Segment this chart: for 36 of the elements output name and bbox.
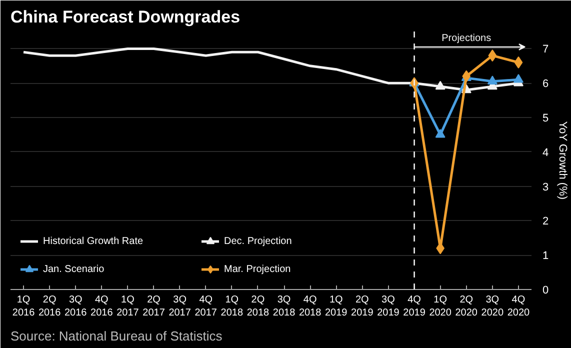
- x-tick-label: 3Q 2017: [168, 294, 192, 319]
- chart-title: China Forecast Downgrades: [10, 8, 240, 26]
- x-tick-label: 1Q 2019: [325, 294, 348, 319]
- y-tick-label: 7: [542, 44, 549, 56]
- y-tick-label: 5: [542, 112, 549, 124]
- x-tick-label: 2Q 2020: [455, 294, 478, 319]
- y-tick-label: 0: [542, 284, 549, 296]
- legend-label: Dec. Projection: [224, 236, 293, 246]
- x-tick-label: 1Q 2016: [12, 294, 36, 319]
- x-tick-label: 2Q 2016: [38, 294, 62, 319]
- legend-label: Jan. Scenario: [43, 264, 106, 274]
- source-note: Source: National Bureau of Statistics: [10, 328, 223, 344]
- x-tick-label: 4Q 2017: [194, 294, 218, 319]
- annotation: Projections: [442, 33, 492, 44]
- legend-label: Mar. Projection: [224, 264, 292, 274]
- y-axis-title: YoY Growth (%): [556, 121, 569, 200]
- y-tick-label: 4: [542, 146, 549, 159]
- x-tick-label: 2Q 2019: [351, 294, 374, 319]
- y-tick-label: 2: [542, 216, 549, 228]
- y-tick-label: 3: [542, 181, 549, 194]
- x-tick-label: 2Q 2017: [142, 294, 166, 319]
- x-tick-label: 1Q 2020: [429, 294, 452, 319]
- x-tick-label: 3Q 2019: [377, 294, 400, 319]
- x-tick-label: 1Q 2017: [116, 294, 140, 319]
- x-tick-label: 4Q 2016: [90, 294, 114, 319]
- x-tick-label: 3Q 2016: [64, 294, 88, 319]
- y-tick-label: 1: [542, 250, 549, 262]
- x-tick-label: 3Q 2018: [272, 294, 296, 319]
- y-tick-label: 6: [542, 78, 549, 90]
- x-tick-label: 1Q 2018: [220, 294, 244, 319]
- x-tick-label: 4Q 2020: [507, 294, 530, 319]
- x-tick-label: 2Q 2018: [246, 294, 270, 319]
- legend-label: Historical Growth Rate: [43, 236, 144, 246]
- x-tick-label: 3Q 2020: [481, 294, 504, 319]
- x-tick-label: 4Q 2019: [403, 294, 426, 319]
- x-tick-label: 4Q 2018: [298, 294, 322, 319]
